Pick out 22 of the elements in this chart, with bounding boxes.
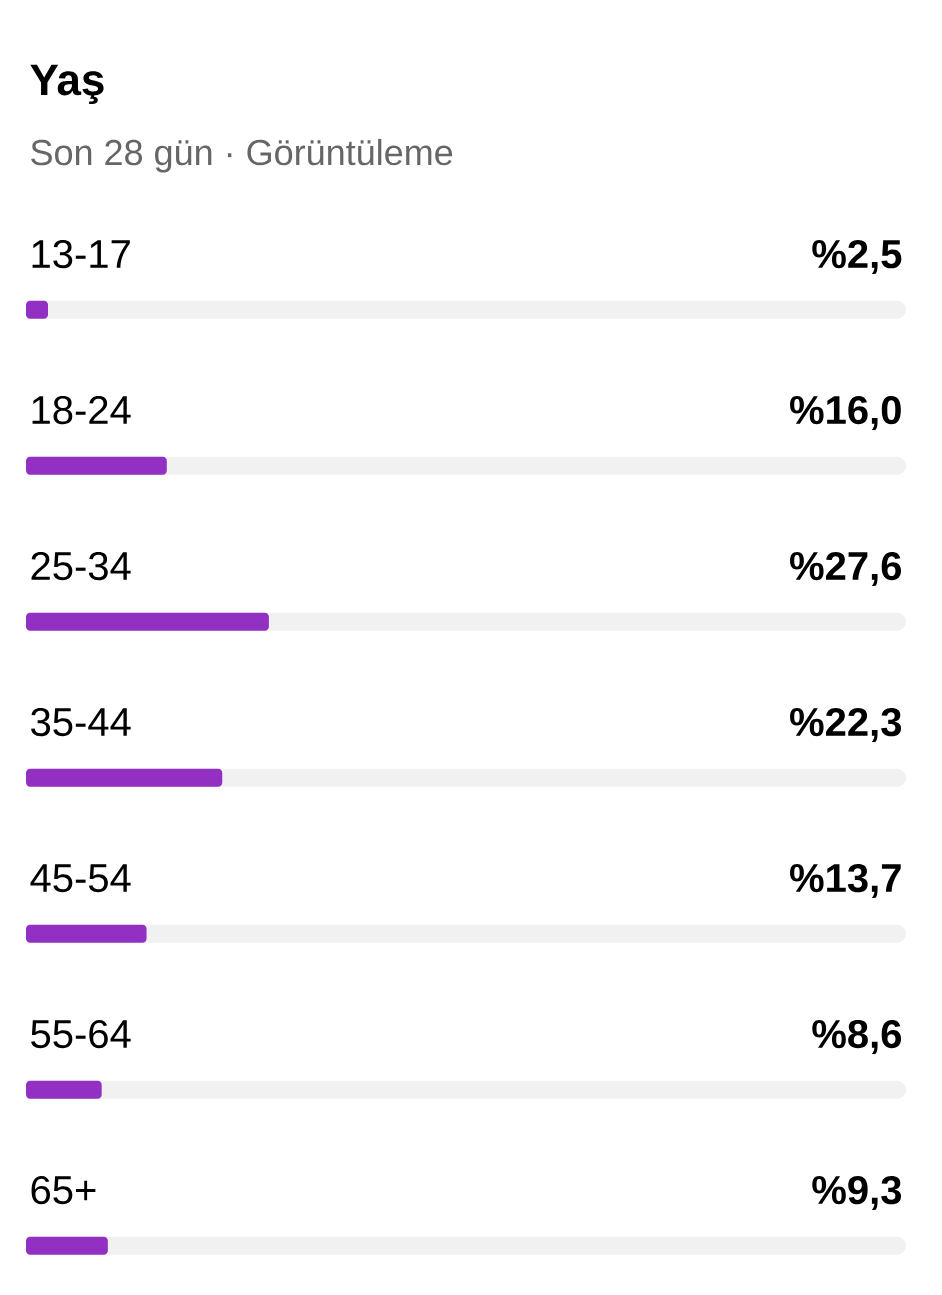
y-tick-label: 18-24 bbox=[32, 395, 131, 425]
y-tick-label: 45-54 bbox=[30, 864, 131, 893]
bar bbox=[26, 924, 147, 943]
data-label: %8,6 bbox=[812, 1019, 902, 1055]
bar bbox=[26, 768, 223, 787]
data-label: %22,3 bbox=[790, 707, 902, 743]
bar bbox=[26, 456, 167, 475]
bar bbox=[26, 1080, 102, 1099]
data-label: %9,3 bbox=[812, 1175, 902, 1211]
y-tick-label: 55-64 bbox=[31, 1019, 131, 1049]
bar bbox=[26, 1236, 108, 1255]
data-label: %13,7 bbox=[790, 863, 901, 899]
chart-title: Yaş bbox=[30, 64, 104, 105]
chart-subtitle: Son 28 gün · Görüntüleme bbox=[31, 138, 453, 173]
y-tick-label: 35-44 bbox=[31, 707, 131, 737]
y-tick-label: 13-17 bbox=[32, 239, 130, 269]
bar bbox=[26, 300, 48, 319]
data-label: %16,0 bbox=[790, 395, 901, 431]
y-tick-label: 65+ bbox=[31, 1175, 96, 1205]
data-label: %2,5 bbox=[812, 239, 902, 275]
y-tick-label: 25-34 bbox=[31, 551, 131, 581]
data-label: %27,6 bbox=[790, 551, 902, 587]
